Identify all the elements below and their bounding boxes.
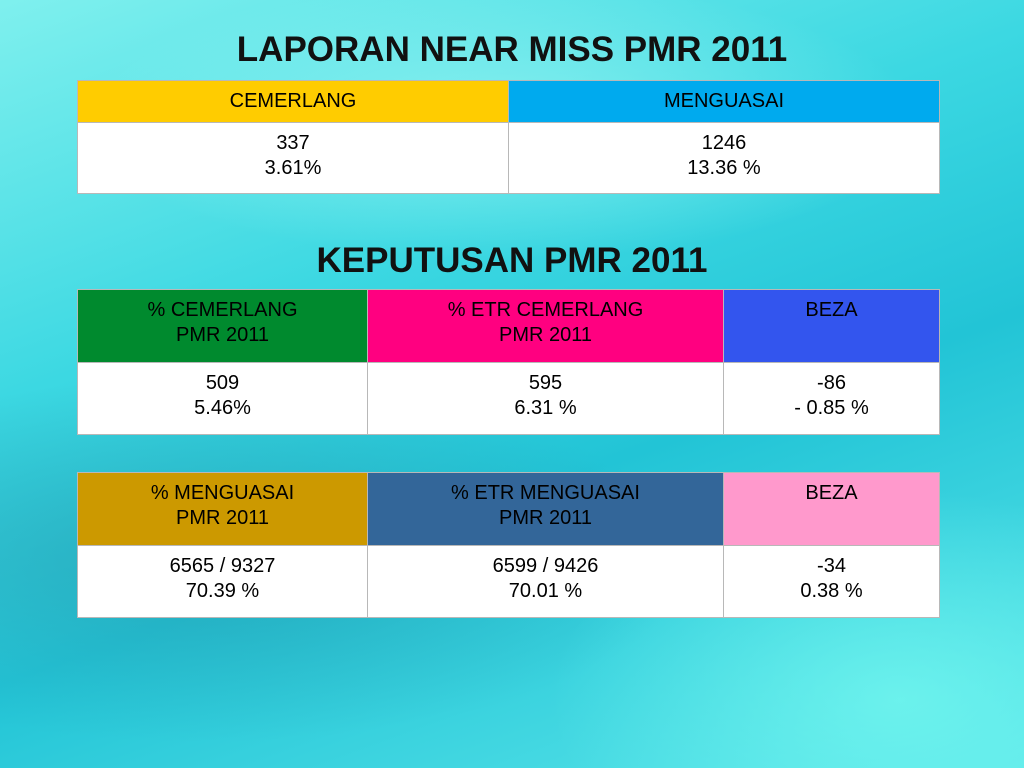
data-cell: -86 - 0.85 % xyxy=(723,362,940,435)
cell-line: PMR 2011 xyxy=(175,324,269,346)
header-cell: MENGUASAI xyxy=(508,80,940,123)
title: LAPORAN NEAR MISS PMR 2011 xyxy=(236,30,788,69)
data-row: 509 5.46% 595 6.31 % -86 - 0.85 % xyxy=(77,362,940,435)
header-cell: % ETR MENGUASAI PMR 2011 xyxy=(367,472,724,546)
header-cell: CEMERLANG xyxy=(77,80,509,123)
cell-line: PMR 2011 xyxy=(175,507,269,529)
header-row: % MENGUASAI PMR 2011 % ETR MENGUASAI PMR 20… xyxy=(77,472,940,546)
data-row: 337 3.61% 1246 13.36 % xyxy=(77,122,940,194)
data-cell: 6565 / 9327 70.39 % xyxy=(77,545,368,618)
cell-line: BEZA xyxy=(805,299,858,321)
table: % CEMERLANG PMR 2011 % ETR CEMERLANG PMR 20… xyxy=(77,289,940,435)
subtitle: KEPUTUSAN PMR 2011 xyxy=(316,241,708,280)
cell-line: 595 xyxy=(528,372,563,394)
header-cell: % MENGUASAI PMR 2011 xyxy=(77,472,368,546)
data-cell: 6599 / 9426 70.01 % xyxy=(367,545,724,618)
cell-line: 6.31 % xyxy=(514,397,577,419)
cell-line: CEMERLANG xyxy=(229,90,357,112)
cell-line: 13.36 % xyxy=(687,157,761,179)
cell-line: - 0.85 % xyxy=(794,397,869,419)
table: CEMERLANG MENGUASAI 337 3.61% 1246 13.36 % xyxy=(77,80,940,194)
cell-line: -34 xyxy=(817,555,846,577)
data-cell: 1246 13.36 % xyxy=(508,122,940,194)
cell-line: -86 xyxy=(817,372,846,394)
cell-line: 70.01 % xyxy=(508,580,583,602)
header-cell: BEZA xyxy=(723,472,940,546)
header-cell: BEZA xyxy=(723,289,940,363)
data-cell: 509 5.46% xyxy=(77,362,368,435)
cell-line: 1246 xyxy=(701,132,747,154)
cell-line: % ETR CEMERLANG xyxy=(447,299,644,321)
cell-line: 0.38 % xyxy=(800,580,863,602)
header-row: CEMERLANG MENGUASAI xyxy=(77,80,940,123)
data-cell: 337 3.61% xyxy=(77,122,509,194)
cell-line: 509 xyxy=(205,372,240,394)
data-cell: -34 0.38 % xyxy=(723,545,940,618)
header-cell: % CEMERLANG PMR 2011 xyxy=(77,289,368,363)
cell-line: 5.46% xyxy=(194,397,251,419)
cell-line: 6565 / 9327 xyxy=(169,555,276,577)
cell-line: % CEMERLANG xyxy=(147,299,298,321)
data-cell: 595 6.31 % xyxy=(367,362,724,435)
cell-line: 337 xyxy=(276,132,310,154)
header-row: % CEMERLANG PMR 2011 % ETR CEMERLANG PMR 20… xyxy=(77,289,940,363)
cell-line: PMR 2011 xyxy=(498,324,592,346)
cell-line: MENGUASAI xyxy=(663,90,785,112)
cell-line: % MENGUASAI xyxy=(150,482,295,504)
cell-line: 3.61% xyxy=(264,157,322,179)
cell-line: % ETR MENGUASAI xyxy=(451,482,640,504)
cell-line: 70.39 % xyxy=(185,580,260,602)
cell-line: PMR 2011 xyxy=(498,507,592,529)
cell-line: 6599 / 9426 xyxy=(492,555,599,577)
header-cell: % ETR CEMERLANG PMR 2011 xyxy=(367,289,724,363)
cell-line: BEZA xyxy=(805,482,858,504)
table: % MENGUASAI PMR 2011 % ETR MENGUASAI PMR 20… xyxy=(77,472,940,618)
data-row: 6565 / 9327 70.39 % 6599 / 9426 70.01 % -34 0… xyxy=(77,545,940,618)
